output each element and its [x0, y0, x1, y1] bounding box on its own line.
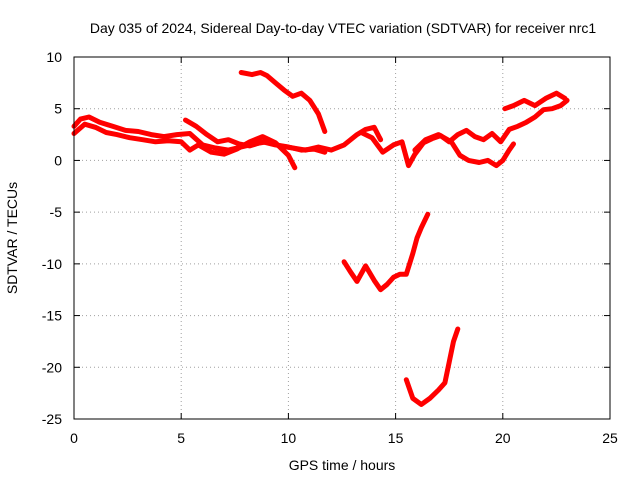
x-tick-label: 10 — [281, 430, 297, 446]
x-tick-label: 5 — [177, 430, 185, 446]
series-line-track-2 — [71, 121, 298, 171]
y-axis-label: SDTVAR / TECUs — [4, 182, 20, 294]
y-tick-label: 5 — [54, 101, 62, 117]
y-tick-label: 0 — [54, 152, 62, 168]
y-tick-label: -5 — [50, 204, 63, 220]
y-tick-label: -10 — [42, 256, 62, 272]
series-line-track-3 — [183, 117, 328, 155]
x-axis-label: GPS time / hours — [289, 457, 396, 473]
series-line-track-5 — [358, 97, 570, 169]
x-tick-labels: 0 5 10 15 20 25 — [70, 430, 618, 446]
axis-ticks — [73, 56, 611, 420]
y-tick-labels: -25 -20 -15 -10 -5 0 5 10 — [42, 49, 62, 427]
chart-title: Day 035 of 2024, Sidereal Day-to-day VTE… — [90, 20, 596, 36]
y-tick-label: 10 — [46, 49, 62, 65]
x-tick-label: 15 — [388, 430, 404, 446]
x-tick-label: 20 — [495, 430, 511, 446]
y-tick-label: -25 — [42, 411, 62, 427]
x-tick-label: 25 — [602, 430, 618, 446]
series-line-track-8 — [341, 211, 431, 293]
series-line-track-9 — [403, 326, 461, 407]
series-line-track-4 — [238, 70, 328, 134]
x-tick-label: 0 — [70, 430, 78, 446]
series-group — [71, 70, 570, 407]
series-line-track-7 — [502, 90, 568, 112]
y-tick-label: -15 — [42, 308, 62, 324]
y-tick-label: -20 — [42, 359, 62, 375]
series-line-track-6 — [412, 132, 516, 169]
plot-frame — [73, 56, 611, 420]
grid — [74, 57, 610, 419]
